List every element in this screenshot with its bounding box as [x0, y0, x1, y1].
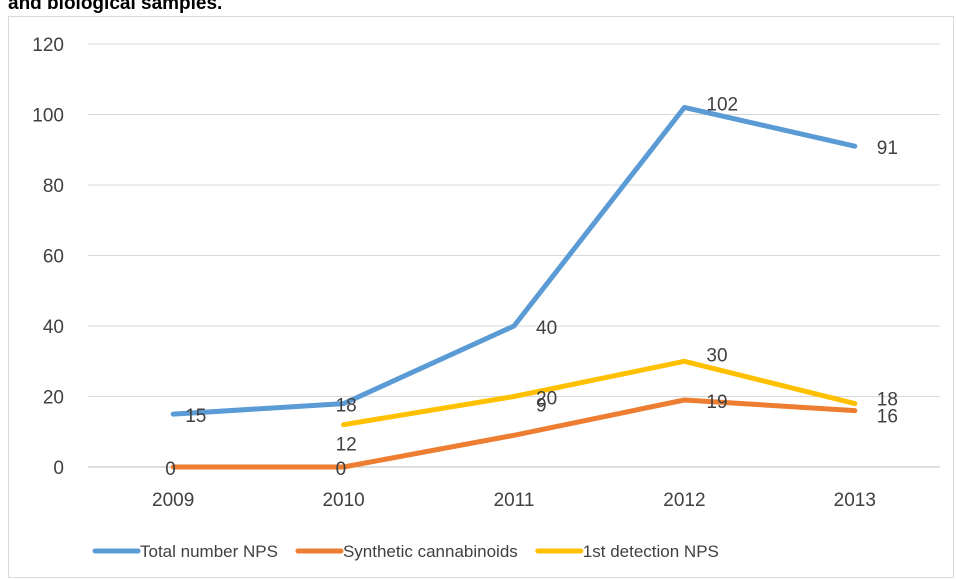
data-label-synthetic-cannabinoids-2011: 9: [536, 395, 547, 416]
legend: Total number NPS Synthetic cannabinoids 1s…: [92, 542, 719, 561]
data-label-total-number-nps-2012: 102: [706, 94, 738, 115]
data-label-synthetic-cannabinoids-2010: 0: [336, 459, 347, 480]
legend-item-synthetic-cannabinoids: Synthetic cannabinoids: [343, 542, 518, 561]
data-label-1st-detection-nps-2010: 12: [336, 435, 357, 456]
series-lines: [170, 104, 858, 470]
data-label-total-number-nps-2010: 18: [336, 396, 357, 417]
x-tick-label-2012: 2012: [663, 490, 705, 511]
y-tick-label-100: 100: [32, 106, 64, 127]
x-tick-label-2010: 2010: [322, 490, 364, 511]
data-label-1st-detection-nps-2012: 30: [706, 345, 727, 366]
x-tick-label-2011: 2011: [494, 490, 535, 511]
y-tick-label-120: 120: [32, 35, 64, 56]
x-axis: 2009 2010 2011 2012 2013: [152, 490, 876, 511]
y-tick-label-0: 0: [53, 458, 64, 479]
series-line-synthetic-cannabinoids: [170, 397, 858, 470]
legend-item-total-number-nps: Total number NPS: [140, 542, 278, 561]
series-line-total-number-nps: [170, 104, 858, 417]
legend-item-1st-detection-nps: 1st detection NPS: [583, 542, 719, 561]
data-label-1st-detection-nps-2011: 20: [536, 389, 557, 410]
y-tick-label-40: 40: [43, 317, 64, 338]
data-labels: 15 18 40 102 91 0 0 9 19 16 12 20 30 18: [165, 94, 898, 480]
y-tick-label-80: 80: [43, 176, 64, 197]
data-label-total-number-nps-2011: 40: [536, 318, 557, 339]
gridlines: [88, 43, 940, 468]
series-line-1st-detection-nps: [341, 358, 858, 428]
data-label-synthetic-cannabinoids-2012: 19: [706, 392, 727, 413]
chart-frame: [8, 16, 954, 578]
data-label-synthetic-cannabinoids-2013: 16: [877, 407, 898, 428]
data-label-synthetic-cannabinoids-2009: 0: [165, 459, 176, 480]
x-tick-label-2009: 2009: [152, 490, 194, 511]
y-tick-label-60: 60: [43, 247, 64, 268]
y-tick-label-20: 20: [43, 388, 64, 409]
data-label-total-number-nps-2009: 15: [185, 406, 206, 427]
y-axis: 0 20 40 60 80 100 120: [32, 35, 64, 479]
x-tick-label-2013: 2013: [834, 490, 876, 511]
data-label-total-number-nps-2013: 91: [877, 138, 898, 159]
chart-title: and biological samples.: [8, 0, 223, 14]
data-label-1st-detection-nps-2013: 18: [877, 390, 898, 411]
